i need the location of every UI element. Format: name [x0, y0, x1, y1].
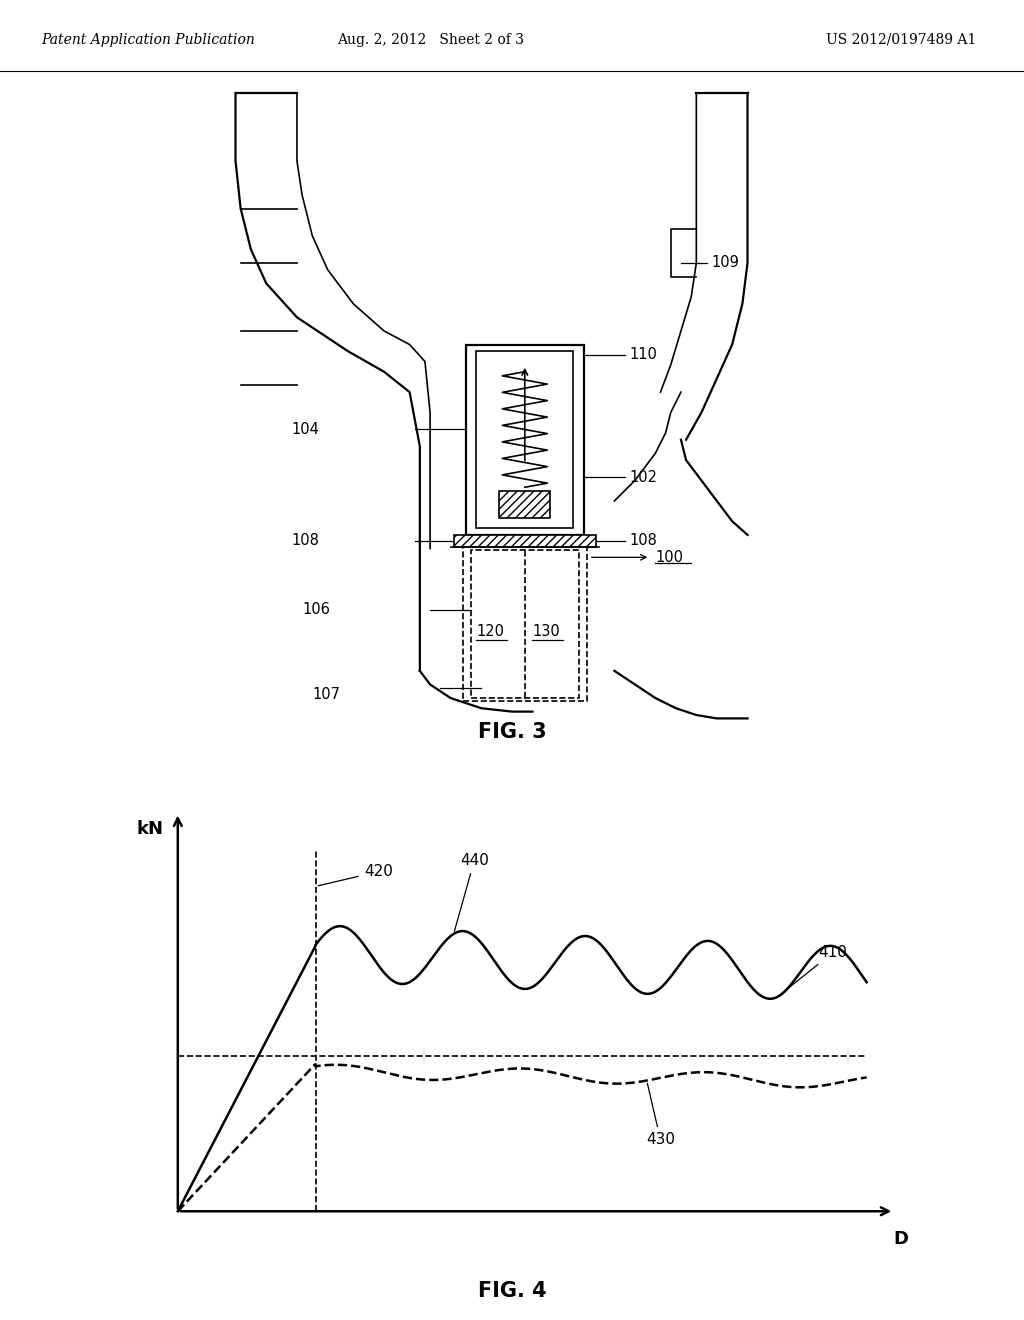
Text: 106: 106: [302, 602, 330, 616]
Text: 440: 440: [455, 853, 488, 931]
Text: 130: 130: [532, 624, 560, 639]
Text: 108: 108: [292, 533, 319, 549]
Text: Aug. 2, 2012   Sheet 2 of 3: Aug. 2, 2012 Sheet 2 of 3: [337, 33, 523, 48]
Text: 109: 109: [712, 256, 739, 271]
Text: 410: 410: [780, 945, 847, 995]
Bar: [500, 491, 551, 517]
Text: 102: 102: [630, 470, 657, 484]
Bar: [463, 546, 587, 701]
Text: 108: 108: [630, 533, 657, 549]
Text: 420: 420: [318, 865, 392, 886]
Text: Patent Application Publication: Patent Application Publication: [41, 33, 255, 48]
Text: 110: 110: [630, 347, 657, 362]
Text: US 2012/0197489 A1: US 2012/0197489 A1: [826, 33, 976, 48]
Text: 100: 100: [655, 550, 683, 565]
Text: 120: 120: [476, 624, 504, 639]
Bar: [471, 550, 579, 698]
Text: FIG. 4: FIG. 4: [477, 1280, 547, 1302]
Bar: [454, 535, 596, 546]
Text: 104: 104: [292, 422, 319, 437]
Text: D: D: [894, 1230, 908, 1247]
Bar: [454, 535, 596, 546]
Bar: [476, 351, 573, 528]
Bar: [466, 345, 584, 535]
Text: FIG. 3: FIG. 3: [477, 722, 547, 742]
Text: 430: 430: [646, 1084, 675, 1147]
Text: kN: kN: [137, 820, 164, 838]
Text: 107: 107: [312, 688, 340, 702]
Bar: [500, 491, 551, 517]
